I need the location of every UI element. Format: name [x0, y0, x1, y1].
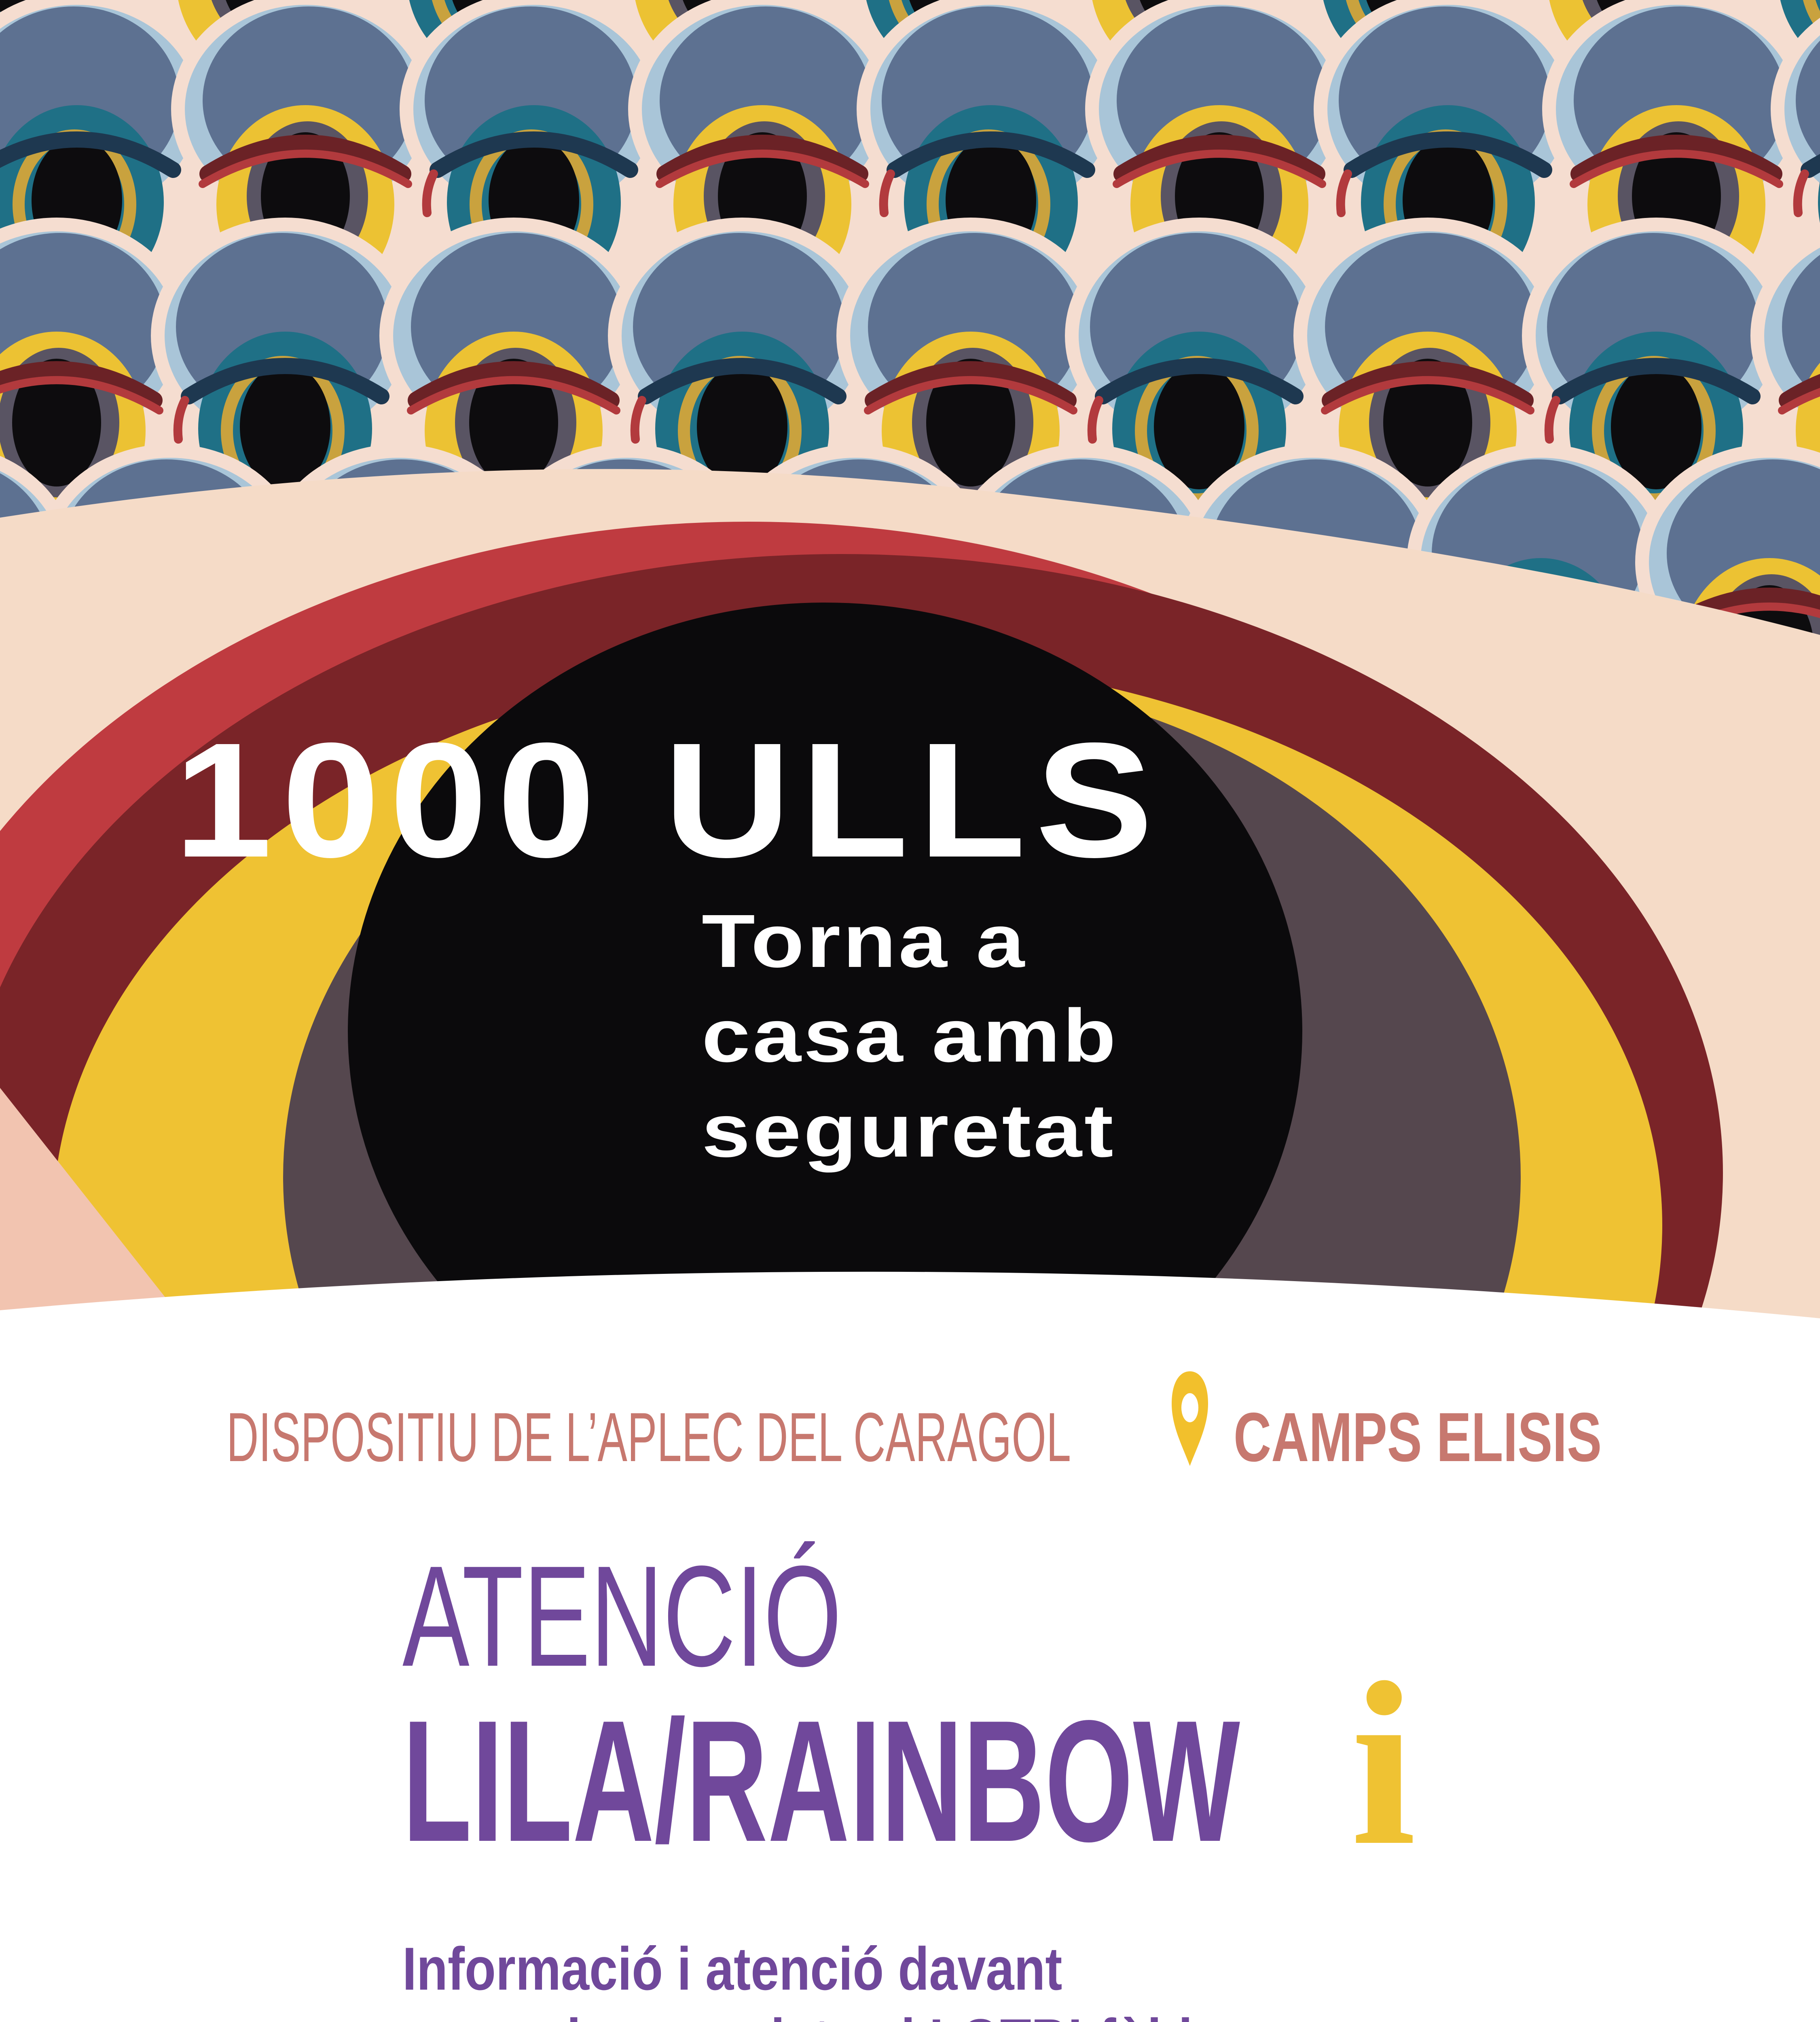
service-heading-light: ATENCIÓ — [402, 1545, 1030, 1688]
service-description-line2: agressions sexistes i LGTBI-fòbiques — [402, 2005, 1312, 2022]
hero-title-text: 1000 ULLS — [174, 709, 1163, 891]
big-eye-illustration — [0, 469, 1820, 1375]
service-heading-light-text: ATENCIÓ — [402, 1536, 842, 1696]
service-heading-bold: LILA/RAINBOW — [402, 1694, 1681, 1868]
event-label: DISPOSITIU DE L’APLEC DEL CARAGOL — [226, 1397, 1546, 1477]
service-heading-bold-text: LILA/RAINBOW — [402, 1684, 1240, 1878]
service-description: Informació i atenció davant agressions s… — [402, 1933, 1485, 2022]
event-location: CAMPS ELISIS — [1234, 1397, 1725, 1477]
service-description-line1: Informació i atenció davant — [402, 1935, 1062, 2003]
hero-subtitle-line1: Torna a — [702, 899, 1027, 983]
location-pin-icon — [1172, 1371, 1208, 1466]
hero-title: 1000 ULLS — [174, 718, 1153, 882]
info-i-icon: i — [1351, 1634, 1416, 1894]
hero-subtitle-line2: casa amb — [702, 994, 1118, 1078]
hero-subtitle-line3: seguretat — [702, 1089, 1116, 1173]
hero-subtitle: Torna a casa amb seguretat — [702, 894, 1116, 1178]
event-label-text: DISPOSITIU DE L’APLEC DEL CARAGOL — [226, 1398, 1071, 1476]
event-location-text: CAMPS ELISIS — [1234, 1398, 1602, 1476]
